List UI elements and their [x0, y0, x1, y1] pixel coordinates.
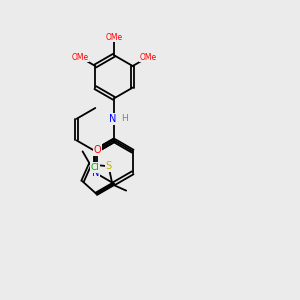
Text: S: S	[106, 161, 112, 171]
Text: OMe: OMe	[140, 52, 157, 62]
Text: N: N	[109, 114, 116, 124]
Text: OMe: OMe	[105, 33, 123, 42]
Text: H: H	[121, 114, 128, 123]
Text: Cl: Cl	[91, 163, 100, 172]
Text: O: O	[93, 145, 101, 155]
Text: OMe: OMe	[71, 52, 88, 62]
Text: N: N	[92, 168, 99, 178]
